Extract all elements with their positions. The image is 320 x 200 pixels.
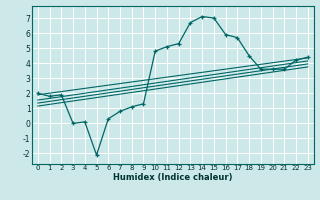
X-axis label: Humidex (Indice chaleur): Humidex (Indice chaleur) (113, 173, 233, 182)
